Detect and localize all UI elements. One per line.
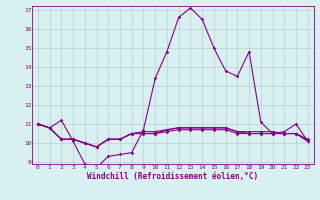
X-axis label: Windchill (Refroidissement éolien,°C): Windchill (Refroidissement éolien,°C) — [87, 172, 258, 181]
